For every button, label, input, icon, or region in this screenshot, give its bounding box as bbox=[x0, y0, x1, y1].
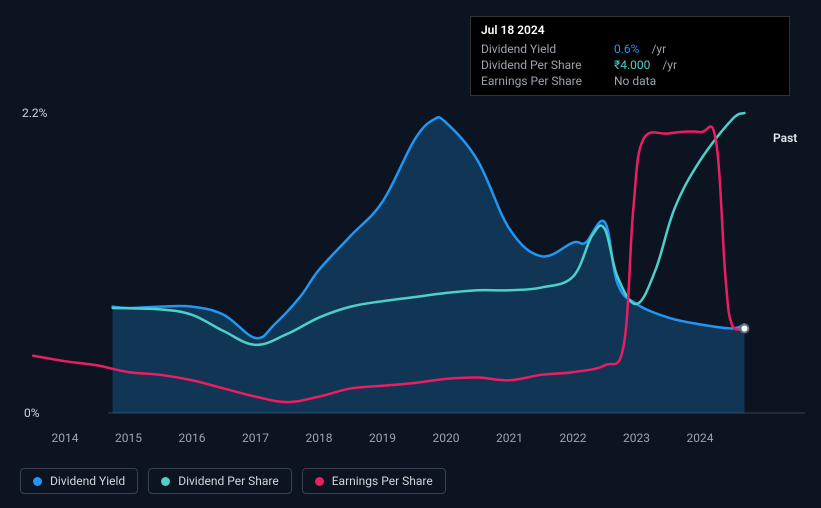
xaxis-tick: 2022 bbox=[560, 431, 587, 445]
tooltip-date: Jul 18 2024 bbox=[481, 23, 779, 37]
xaxis-tick: 2024 bbox=[687, 431, 714, 445]
xaxis-tick: 2021 bbox=[496, 431, 523, 445]
xaxis-tick: 2014 bbox=[52, 431, 79, 445]
legend-swatch bbox=[161, 477, 170, 486]
legend: Dividend Yield Dividend Per Share Earnings… bbox=[20, 468, 446, 494]
legend-swatch bbox=[33, 477, 42, 486]
hover-tooltip: Jul 18 2024 Dividend Yield0.6%/yrDividen… bbox=[470, 16, 790, 96]
tooltip-row-value: No data bbox=[614, 74, 656, 88]
legend-item-dividend-yield[interactable]: Dividend Yield bbox=[20, 468, 138, 494]
xaxis-tick: 2015 bbox=[115, 431, 142, 445]
legend-item-dividend-per-share[interactable]: Dividend Per Share bbox=[148, 468, 292, 494]
xaxis-tick: 2018 bbox=[306, 431, 333, 445]
xaxis-tick: 2023 bbox=[623, 431, 650, 445]
end-marker bbox=[740, 324, 748, 332]
yaxis-min-label: 0% bbox=[24, 406, 40, 420]
xaxis-tick: 2020 bbox=[433, 431, 460, 445]
tooltip-row-unit: /yr bbox=[662, 58, 677, 72]
tooltip-rows: Dividend Yield 0.6% /yr Dividend Per Share ₹… bbox=[481, 41, 779, 89]
xaxis-tick: 2019 bbox=[369, 431, 396, 445]
legend-label: Earnings Per Share bbox=[332, 474, 433, 488]
tooltip-row-label: Dividend Per Share bbox=[481, 58, 606, 72]
xaxis-tick: 2016 bbox=[179, 431, 206, 445]
series-fill-dividend-yield bbox=[113, 117, 745, 413]
tooltip-row: Earnings Per Share No data bbox=[481, 73, 779, 89]
tooltip-row: Dividend Yield 0.6% /yr bbox=[481, 41, 779, 57]
legend-label: Dividend Per Share bbox=[178, 474, 279, 488]
yaxis-max-label: 2.2% bbox=[22, 106, 47, 120]
xaxis-tick: 2017 bbox=[242, 431, 269, 445]
tooltip-row-unit: /yr bbox=[651, 42, 666, 56]
legend-label: Dividend Yield bbox=[50, 474, 125, 488]
tooltip-row-value: 0.6% bbox=[614, 42, 639, 56]
tooltip-row-value: ₹4.000 bbox=[614, 58, 650, 72]
tooltip-row-label: Dividend Yield bbox=[481, 42, 606, 56]
past-label: Past bbox=[773, 131, 797, 145]
tooltip-row: Dividend Per Share ₹4.000/yr bbox=[481, 57, 779, 73]
legend-item-earnings-per-share[interactable]: Earnings Per Share bbox=[302, 468, 446, 494]
tooltip-row-label: Earnings Per Share bbox=[481, 74, 606, 88]
legend-swatch bbox=[315, 477, 324, 486]
